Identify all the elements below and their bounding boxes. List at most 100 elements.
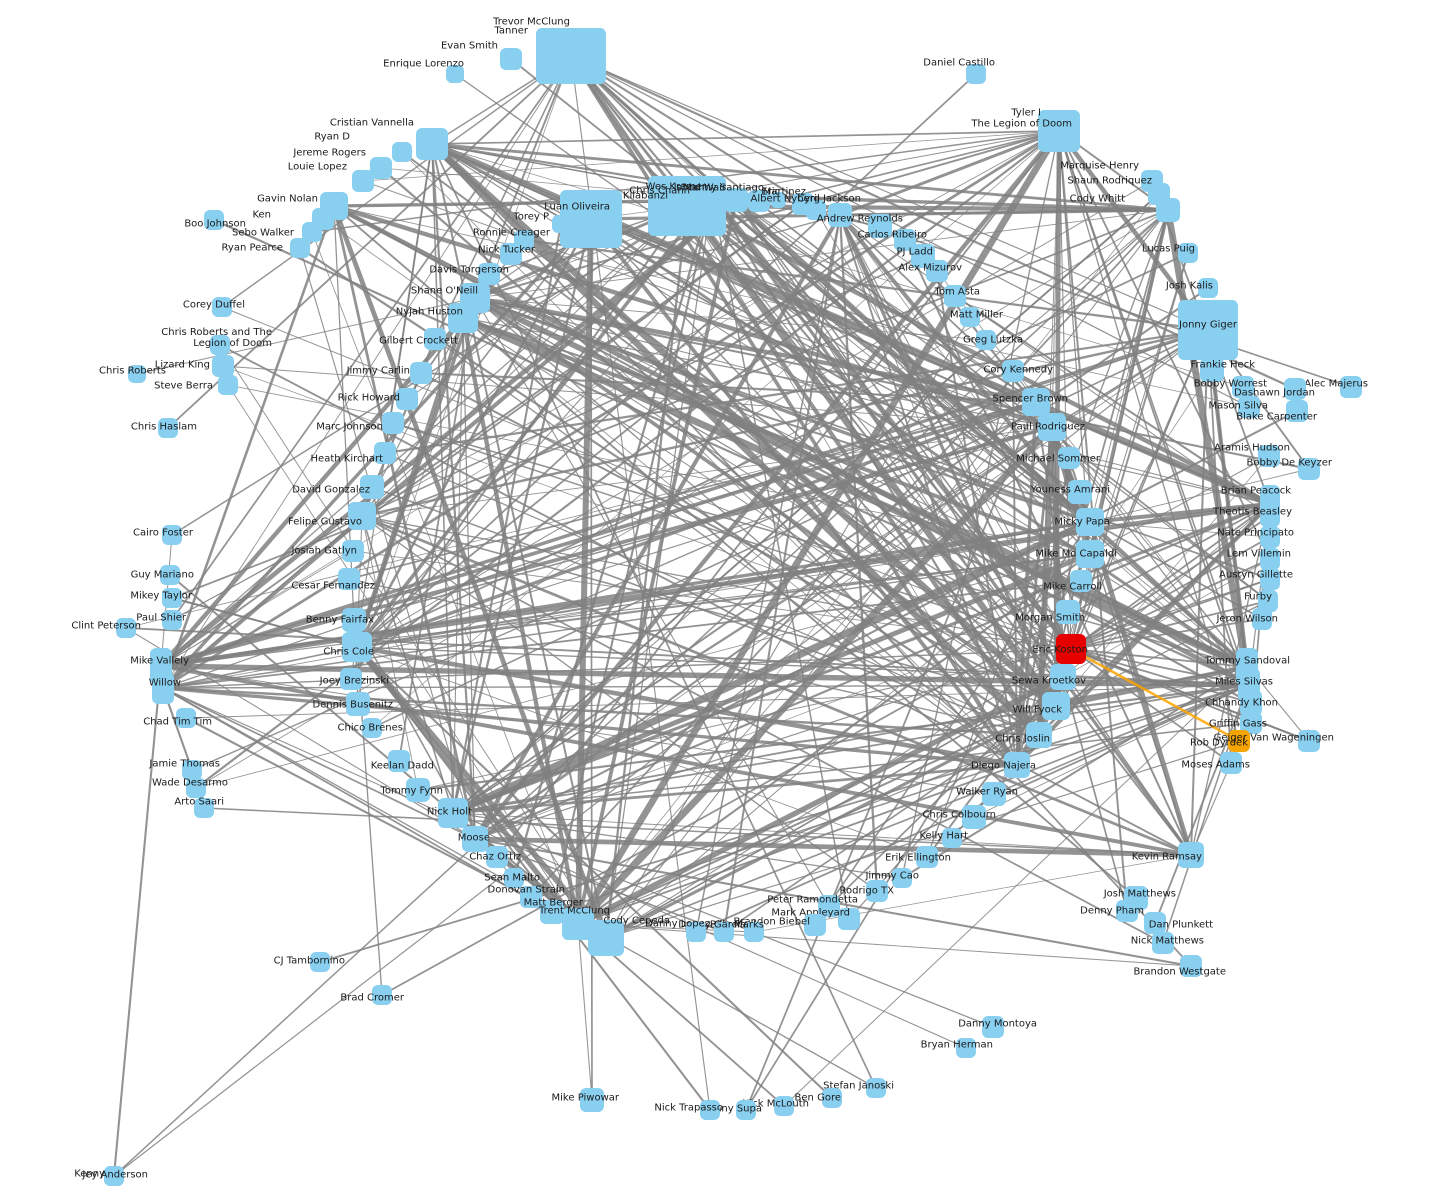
- graph-node[interactable]: [962, 805, 986, 829]
- graph-node[interactable]: [774, 1096, 794, 1116]
- graph-node[interactable]: [396, 388, 418, 410]
- graph-node[interactable]: [866, 880, 888, 902]
- graph-node[interactable]: [372, 985, 392, 1005]
- graph-node[interactable]: [1252, 608, 1272, 630]
- graph-node[interactable]: [342, 608, 366, 632]
- graph-node[interactable]: [822, 1088, 842, 1108]
- graph-node[interactable]: [828, 203, 852, 227]
- graph-node[interactable]: [700, 183, 724, 207]
- graph-node[interactable]: [348, 502, 376, 530]
- graph-node[interactable]: [158, 418, 178, 438]
- graph-node[interactable]: [520, 886, 542, 908]
- graph-node[interactable]: [1298, 730, 1320, 752]
- graph-node[interactable]: [406, 778, 430, 802]
- graph-node[interactable]: [302, 222, 322, 242]
- graph-node[interactable]: [1022, 388, 1050, 416]
- graph-node[interactable]: [1050, 664, 1076, 690]
- graph-node[interactable]: [416, 128, 448, 160]
- graph-node[interactable]: [1152, 932, 1174, 954]
- graph-node[interactable]: [770, 192, 786, 208]
- graph-node[interactable]: [1156, 198, 1180, 222]
- graph-node[interactable]: [1232, 376, 1254, 398]
- graph-node[interactable]: [486, 846, 508, 868]
- graph-node[interactable]: [194, 798, 214, 818]
- graph-node[interactable]: [162, 588, 182, 608]
- graph-node[interactable]: [360, 475, 384, 499]
- graph-node[interactable]: [1056, 634, 1086, 664]
- graph-node[interactable]: [500, 243, 522, 265]
- graph-node[interactable]: [1178, 842, 1204, 868]
- graph-node[interactable]: [1070, 570, 1092, 592]
- graph-node[interactable]: [1260, 526, 1280, 548]
- graph-node[interactable]: [1076, 508, 1104, 536]
- graph-node[interactable]: [1240, 712, 1262, 734]
- graph-node[interactable]: [818, 895, 840, 917]
- graph-node[interactable]: [1178, 300, 1238, 360]
- graph-node[interactable]: [1116, 900, 1138, 922]
- graph-node[interactable]: [838, 908, 860, 930]
- graph-node[interactable]: [1076, 540, 1104, 568]
- graph-node[interactable]: [362, 718, 382, 738]
- graph-node[interactable]: [1058, 447, 1080, 469]
- graph-node[interactable]: [388, 750, 410, 772]
- graph-node[interactable]: [210, 335, 230, 355]
- graph-node[interactable]: [1068, 480, 1092, 504]
- graph-node[interactable]: [1220, 752, 1242, 774]
- graph-node[interactable]: [588, 920, 624, 956]
- graph-node[interactable]: [370, 157, 392, 179]
- graph-node[interactable]: [982, 1016, 1004, 1038]
- graph-node[interactable]: [128, 365, 146, 383]
- graph-node[interactable]: [1258, 590, 1278, 612]
- graph-node[interactable]: [714, 922, 734, 942]
- graph-node[interactable]: [686, 922, 706, 942]
- graph-node[interactable]: [1260, 568, 1280, 590]
- graph-node[interactable]: [104, 1166, 124, 1186]
- graph-node[interactable]: [1200, 358, 1224, 382]
- graph-node[interactable]: [382, 412, 404, 434]
- graph-node[interactable]: [1002, 360, 1024, 382]
- graph-node[interactable]: [438, 798, 468, 828]
- graph-node[interactable]: [700, 1100, 720, 1120]
- graph-node[interactable]: [942, 828, 962, 848]
- graph-node[interactable]: [410, 362, 432, 384]
- graph-node[interactable]: [182, 760, 202, 780]
- graph-node[interactable]: [448, 303, 478, 333]
- graph-node[interactable]: [204, 210, 224, 230]
- graph-node[interactable]: [462, 826, 488, 852]
- graph-node[interactable]: [346, 692, 370, 716]
- graph-node[interactable]: [500, 48, 522, 70]
- graph-node[interactable]: [748, 190, 770, 212]
- graph-node[interactable]: [116, 618, 136, 638]
- graph-node[interactable]: [1340, 376, 1362, 398]
- graph-node[interactable]: [338, 568, 360, 590]
- graph-node[interactable]: [1284, 378, 1306, 400]
- graph-node[interactable]: [806, 200, 826, 220]
- graph-node[interactable]: [352, 170, 374, 192]
- graph-node[interactable]: [1298, 458, 1320, 480]
- graph-node[interactable]: [1260, 505, 1280, 527]
- graph-node[interactable]: [1286, 400, 1308, 422]
- graph-node[interactable]: [1180, 955, 1202, 977]
- graph-node[interactable]: [160, 565, 180, 585]
- graph-node[interactable]: [176, 708, 196, 728]
- graph-node[interactable]: [1004, 752, 1030, 778]
- graph-node[interactable]: [478, 263, 500, 285]
- graph-node[interactable]: [982, 782, 1006, 806]
- graph-node[interactable]: [960, 307, 980, 327]
- graph-node[interactable]: [540, 900, 564, 924]
- graph-node[interactable]: [894, 229, 916, 251]
- graph-node[interactable]: [744, 922, 764, 942]
- graph-node[interactable]: [152, 672, 174, 704]
- graph-node[interactable]: [1260, 548, 1280, 570]
- graph-node[interactable]: [560, 190, 622, 248]
- graph-node[interactable]: [310, 952, 330, 972]
- graph-node[interactable]: [1198, 278, 1218, 298]
- graph-node[interactable]: [724, 188, 748, 212]
- graph-node[interactable]: [1228, 730, 1250, 752]
- graph-node[interactable]: [212, 297, 232, 317]
- graph-node[interactable]: [446, 65, 464, 83]
- graph-node[interactable]: [504, 868, 524, 888]
- graph-node[interactable]: [1026, 722, 1052, 748]
- graph-node[interactable]: [1178, 243, 1198, 263]
